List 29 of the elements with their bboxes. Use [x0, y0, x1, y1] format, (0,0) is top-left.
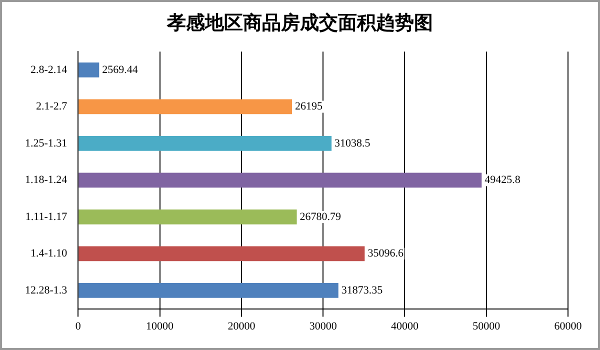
y-tick-label: 1.18-1.24 [24, 174, 68, 186]
x-tick-label: 0 [75, 320, 82, 332]
bar [78, 136, 332, 151]
x-tick-label: 30000 [309, 320, 338, 332]
x-tick-label: 60000 [554, 320, 582, 332]
x-tick-label: 50000 [472, 320, 501, 332]
bar [78, 99, 292, 114]
data-label: 31038.5 [334, 137, 371, 150]
y-tick-label: 1.25-1.31 [24, 137, 68, 150]
bar [78, 62, 100, 78]
y-tick-label: 1.11-1.17 [25, 210, 68, 223]
bar [78, 210, 297, 224]
data-label: 35096.6 [368, 248, 404, 260]
data-label: 31873.35 [341, 284, 384, 296]
chart-title: 孝感地区商品房成交面积趋势图 [166, 12, 434, 36]
x-tick-label: 10000 [146, 320, 174, 332]
y-tick-label: 2.1-2.7 [36, 100, 68, 113]
data-label: 2569.44 [102, 64, 138, 76]
data-label: 49425.8 [484, 174, 521, 186]
data-label: 26195 [295, 100, 324, 113]
x-tick-label: 40000 [390, 320, 419, 332]
data-label: 26780.79 [300, 210, 342, 223]
y-tick-label: 12.28-1.3 [24, 284, 68, 296]
bar [78, 282, 338, 298]
bar [78, 246, 365, 262]
x-tick-label: 20000 [228, 320, 256, 332]
y-tick-label: 2.8-2.14 [30, 64, 68, 76]
bar [78, 172, 482, 188]
y-tick-label: 1.4-1.10 [30, 248, 68, 260]
